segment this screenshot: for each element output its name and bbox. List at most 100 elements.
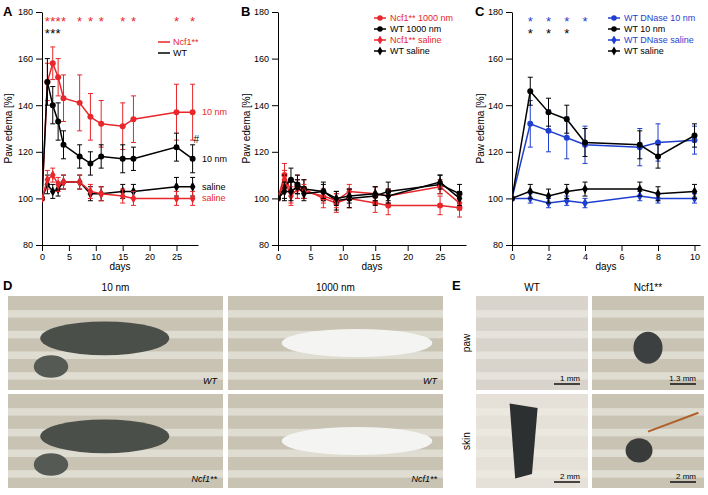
x-axis-title: days [361, 261, 382, 272]
error-cap [438, 196, 443, 197]
series-marker [77, 153, 83, 159]
error-cap [321, 207, 326, 208]
series-marker [98, 189, 104, 199]
series-marker [527, 186, 533, 196]
error-cap [637, 128, 642, 129]
panel-letter: C [475, 4, 485, 19]
error-cap [56, 196, 61, 197]
legend-label: WT 1000 nm [390, 24, 441, 34]
error-cap [45, 193, 50, 194]
series-marker [637, 142, 643, 148]
x-tick-mark [408, 245, 409, 251]
y-tick-label: 180 [254, 7, 269, 17]
x-tick-label: 6 [620, 252, 625, 262]
error-cap [457, 184, 462, 185]
x-tick-mark [343, 245, 344, 251]
photo [592, 394, 704, 488]
error-cap [457, 205, 462, 206]
error-cap [131, 191, 136, 192]
scale-bar-label: 1 mm [560, 374, 580, 383]
error-bar [301, 187, 306, 201]
error-cap [50, 182, 55, 183]
y-axis-title: Paw edema [%] [241, 93, 252, 163]
error-cap [61, 175, 66, 176]
error-bar [583, 182, 588, 196]
error-cap [457, 210, 462, 211]
error-bar [583, 129, 588, 157]
error-cap [190, 84, 195, 85]
x-tick-label: 0 [40, 252, 45, 262]
x-tick-label: 4 [583, 252, 588, 262]
error-cap [347, 184, 352, 185]
y-axis: 80100120140160180 [18, 7, 43, 250]
error-cap [295, 198, 300, 199]
error-cap [583, 163, 588, 164]
y-tick: 80 [259, 240, 278, 250]
error-cap [50, 198, 55, 199]
x-tick-mark [310, 245, 311, 251]
error-bar [88, 187, 93, 201]
x-axis: 0246810 [510, 245, 701, 262]
error-cap [88, 200, 93, 201]
error-cap [583, 196, 588, 197]
error-cap [99, 168, 104, 169]
error-bar [295, 180, 300, 194]
error-cap [301, 186, 306, 187]
series-marker [173, 144, 179, 150]
series-marker [61, 177, 67, 187]
series-marker [87, 160, 93, 166]
y-tick: 160 [488, 54, 512, 64]
plot-marks [278, 163, 463, 217]
series-marker [130, 116, 136, 122]
error-bar [583, 126, 588, 163]
error-cap [56, 102, 61, 103]
chart-panel: 024681080100120140160180CdaysPaw edema [… [475, 4, 701, 272]
photo-background [228, 394, 443, 488]
error-cap [438, 189, 443, 190]
y-tick-mark [506, 198, 512, 199]
y-tick-label: 160 [18, 54, 33, 64]
error-bar [120, 189, 125, 203]
error-cap [56, 177, 61, 178]
x-axis: 0510152025 [40, 245, 199, 262]
legend-label: WT 10 nm [624, 24, 665, 34]
error-cap [692, 123, 697, 124]
error-bar [334, 191, 339, 205]
error-bar [99, 101, 104, 148]
y-tick-mark [506, 12, 512, 13]
error-cap [656, 123, 661, 124]
error-cap [77, 189, 82, 190]
error-cap [77, 189, 82, 190]
legend-swatch [158, 41, 170, 43]
error-cap [386, 189, 391, 190]
error-cap [50, 79, 55, 80]
error-cap [656, 186, 661, 187]
error-cap [528, 198, 533, 199]
error-bar [61, 175, 66, 189]
photo-panel: EWTNcf1**pawskin1 mm1.3 mm2 mm2 mm [452, 278, 704, 488]
x-tick: 10 [690, 245, 700, 262]
error-bar [77, 75, 82, 131]
y-tick: 120 [254, 147, 278, 157]
photo-background [228, 296, 443, 390]
legend-marker [377, 46, 382, 55]
x-tick-mark [658, 245, 659, 251]
error-cap [45, 170, 50, 171]
error-cap [295, 193, 300, 194]
error-cap [301, 200, 306, 201]
series-marker [190, 193, 196, 203]
error-cap [692, 184, 697, 185]
error-cap [373, 212, 378, 213]
error-cap [386, 182, 391, 183]
x-tick-mark [585, 245, 586, 251]
y-tick-mark [272, 105, 278, 106]
photo [476, 394, 588, 488]
y-tick-mark [272, 59, 278, 60]
plot-marks [512, 77, 698, 208]
legend: Ncf1** 1000 nmWT 1000 nmNcf1** salineWT … [374, 13, 453, 56]
x-tick-mark [69, 245, 70, 251]
series-marker [61, 95, 67, 101]
x-tick-mark [549, 245, 550, 251]
series-marker [278, 193, 281, 203]
series-marker [190, 182, 196, 192]
